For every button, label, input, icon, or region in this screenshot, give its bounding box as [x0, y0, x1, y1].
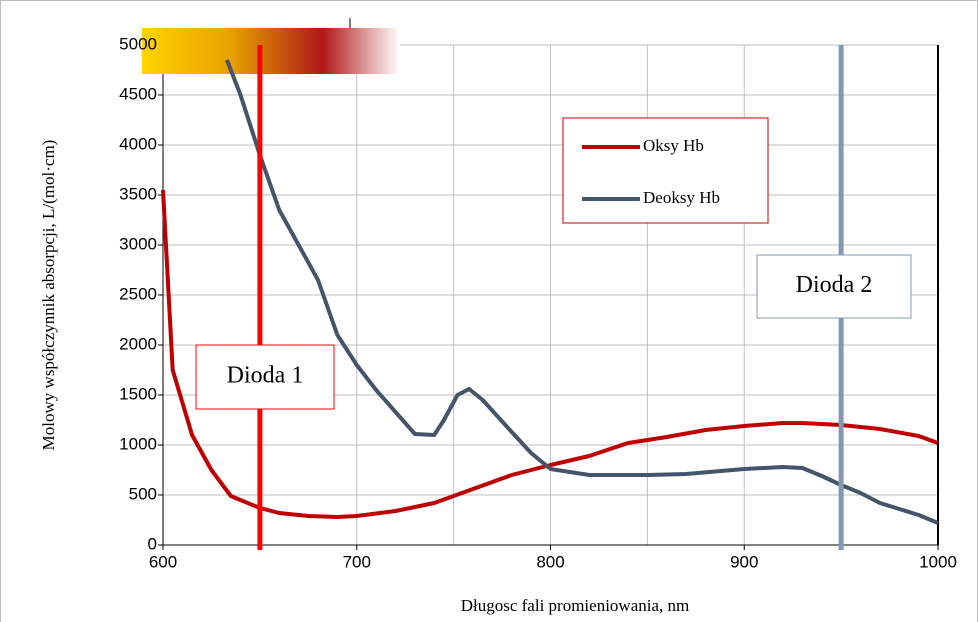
y-tick-label: 2500	[119, 284, 157, 303]
y-tick-label: 1500	[119, 384, 157, 403]
y-tick-label: 500	[129, 484, 157, 503]
x-tick-label: 800	[536, 552, 564, 571]
y-tick-label: 4500	[119, 84, 157, 103]
x-tick-label: 900	[730, 552, 758, 571]
data-line	[161, 189, 939, 519]
y-tick-label: 1000	[119, 434, 157, 453]
y-tick-label: 4000	[119, 134, 157, 153]
x-tick-label: 700	[343, 552, 371, 571]
y-tick-label: 3000	[119, 234, 157, 253]
data-line	[225, 59, 939, 525]
x-axis-label: Długosc fali promieniowania, nm	[461, 596, 690, 615]
legend-label: Oksy Hb	[643, 136, 704, 155]
x-tick-label: 1000	[919, 552, 957, 571]
annotation-text: Dioda 1	[227, 363, 304, 389]
annotation-box	[756, 254, 912, 319]
legend-box	[562, 117, 769, 224]
y-tick-label: 3500	[119, 184, 157, 203]
annotation-text: Dioda 2	[796, 272, 873, 298]
annotation-box	[195, 344, 335, 410]
x-tick-label: 600	[149, 552, 177, 571]
y-tick-label: 2000	[119, 334, 157, 353]
legend-label: Deoksy Hb	[643, 188, 720, 207]
y-tick-label: 0	[148, 534, 157, 553]
y-tick-label: 5000	[119, 34, 157, 53]
y-axis-label: Molowy współczynnik absorpcji, L/(mol·cm…	[39, 140, 58, 451]
spectrum-bar	[142, 28, 400, 74]
